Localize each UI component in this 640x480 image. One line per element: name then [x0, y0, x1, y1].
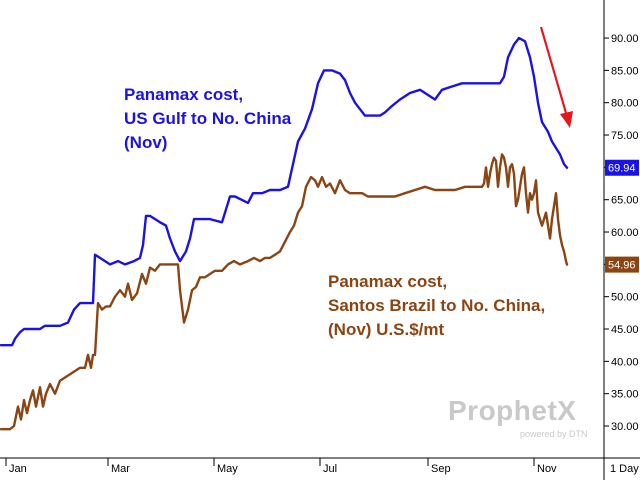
x-tick-label: Mar [111, 463, 130, 475]
last-value-us-gulf: 69.94 [608, 163, 636, 175]
trend-arrow-head [560, 111, 573, 128]
annotation-us-gulf-line-2: US Gulf to No. China [124, 109, 292, 128]
last-value-badge-santos [605, 256, 639, 273]
x-tick-label: Jan [9, 463, 27, 475]
annotation-us-gulf: Panamax cost, US Gulf to No. China (Nov) [124, 83, 291, 155]
annotation-us-gulf-line-1: Panamax cost, [124, 85, 244, 104]
y-tick-label: 65.00 [611, 195, 639, 207]
y-tick-label: 30.00 [611, 421, 639, 433]
last-value-santos: 54.96 [608, 260, 636, 272]
x-tick-label: Jul [323, 463, 337, 475]
logo-brand: ProphetX [448, 395, 577, 426]
annotation-santos-line-3: (Nov) U.S.$/mt [328, 320, 445, 339]
trend-arrow-shaft [539, 26, 568, 114]
annotation-santos-line-1: Panamax cost, [328, 272, 448, 291]
y-tick-label: 90.00 [611, 33, 639, 45]
y-tick-label: 50.00 [611, 292, 639, 304]
annotation-santos-line-2: Santos Brazil to No. China, [328, 296, 546, 315]
last-value-badge-us-gulf [605, 159, 639, 176]
logo-subtitle: powered by DTN [520, 429, 588, 439]
y-tick-label: 60.00 [611, 227, 639, 239]
prophetx-logo: ProphetX powered by DTN [448, 395, 588, 439]
x-tick-label: Sep [431, 463, 451, 475]
series-line-santos [0, 153, 569, 431]
y-tick-label: 35.00 [611, 389, 639, 401]
y-tick-label: 80.00 [611, 98, 639, 110]
annotation-us-gulf-line-3: (Nov) [124, 133, 168, 152]
y-tick-label: 45.00 [611, 324, 639, 336]
series-line-us-gulf [0, 36, 569, 347]
y-tick-label: 75.00 [611, 130, 639, 142]
x-tick-label: Nov [537, 463, 557, 475]
period-label: 1 Day [610, 463, 639, 475]
x-tick-label: May [217, 463, 238, 475]
y-tick-label: 40.00 [611, 356, 639, 368]
annotation-santos: Panamax cost, Santos Brazil to No. China… [328, 270, 545, 342]
y-tick-label: 85.00 [611, 65, 639, 77]
